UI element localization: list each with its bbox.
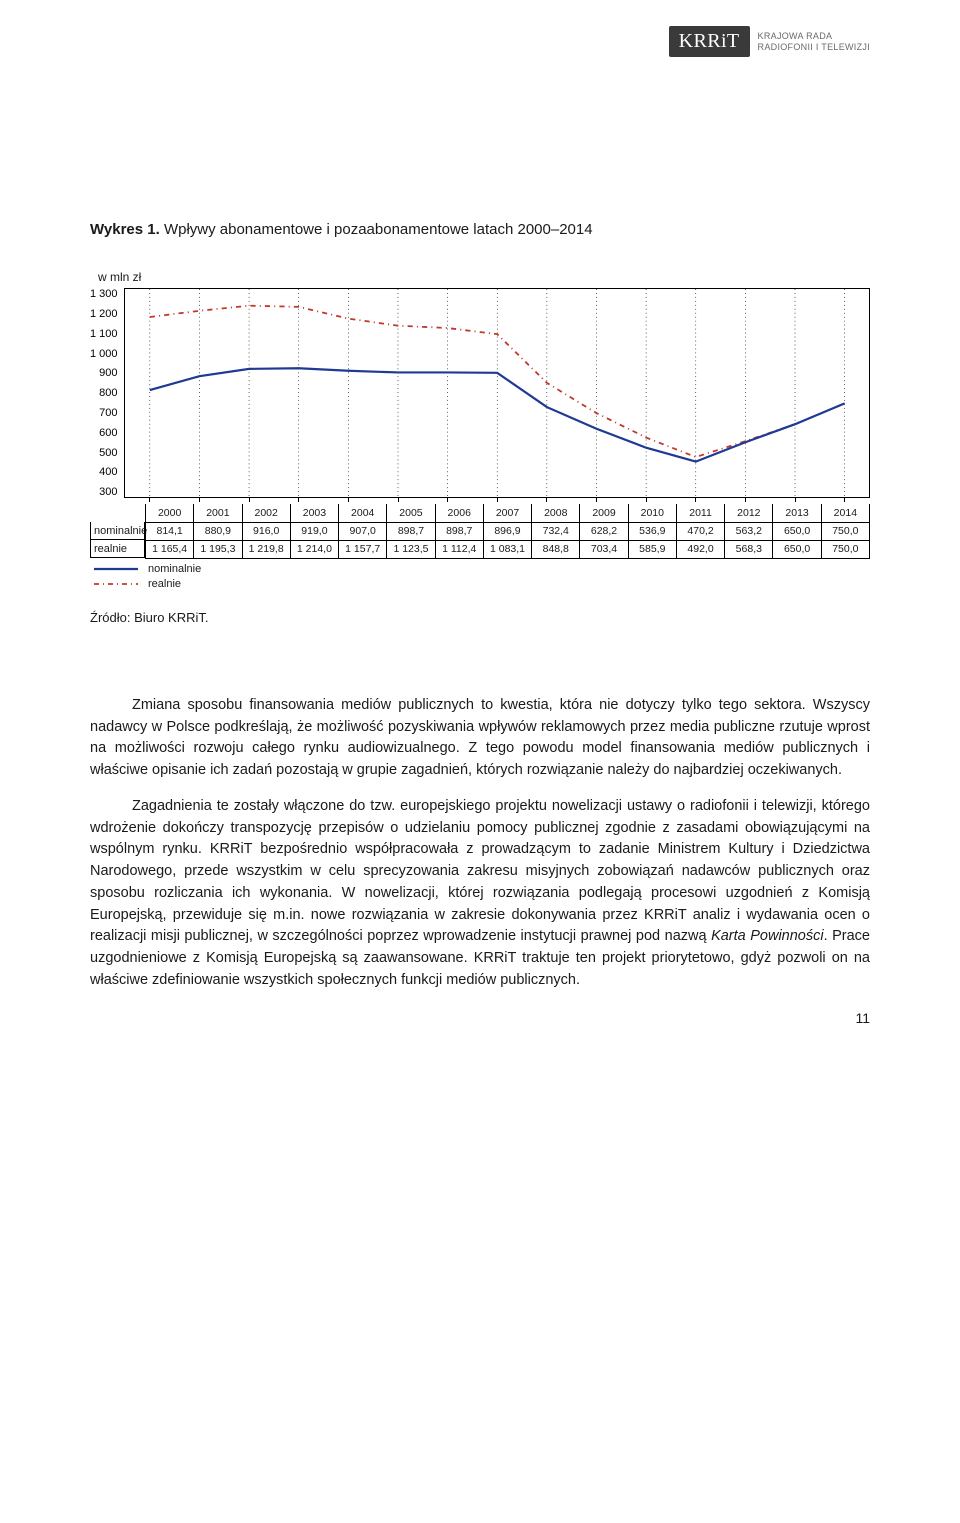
chart-source: Źródło: Biuro KRRiT. xyxy=(90,610,870,625)
chart-legend: nominalnie realnie xyxy=(94,563,870,590)
chart-data-table: nominalnie realnie 200020012002200320042… xyxy=(90,504,870,559)
body-text: Zmiana sposobu finansowania mediów publi… xyxy=(90,695,870,992)
y-axis-ticks: 1 3001 2001 1001 00090080070060050040030… xyxy=(90,288,124,498)
header-logo: KRRiT KRAJOWA RADA RADIOFONII I TELEWIZJ… xyxy=(669,26,870,57)
row-header-realnie: realnie xyxy=(90,540,145,558)
plot-area xyxy=(124,288,870,498)
legend-label-realnie: realnie xyxy=(148,578,181,590)
legend-swatch-realnie xyxy=(94,578,138,590)
chart: w mln zł 1 3001 2001 1001 00090080070060… xyxy=(90,270,870,590)
y-axis-unit: w mln zł xyxy=(98,270,870,284)
logo-mark: KRRiT xyxy=(669,26,750,57)
legend-label-nominalnie: nominalnie xyxy=(148,563,201,575)
legend-swatch-nominalnie xyxy=(94,563,138,575)
paragraph-1: Zmiana sposobu finansowania mediów publi… xyxy=(90,695,870,782)
page-number: 11 xyxy=(855,1010,870,1026)
row-header-nominalnie: nominalnie xyxy=(90,522,145,540)
logo-text: KRAJOWA RADA RADIOFONII I TELEWIZJI xyxy=(758,31,870,53)
paragraph-2: Zagadnienia te zostały włączone do tzw. … xyxy=(90,796,870,992)
chart-title: Wykres 1. Wpływy abonamentowe i pozaabon… xyxy=(90,220,870,240)
